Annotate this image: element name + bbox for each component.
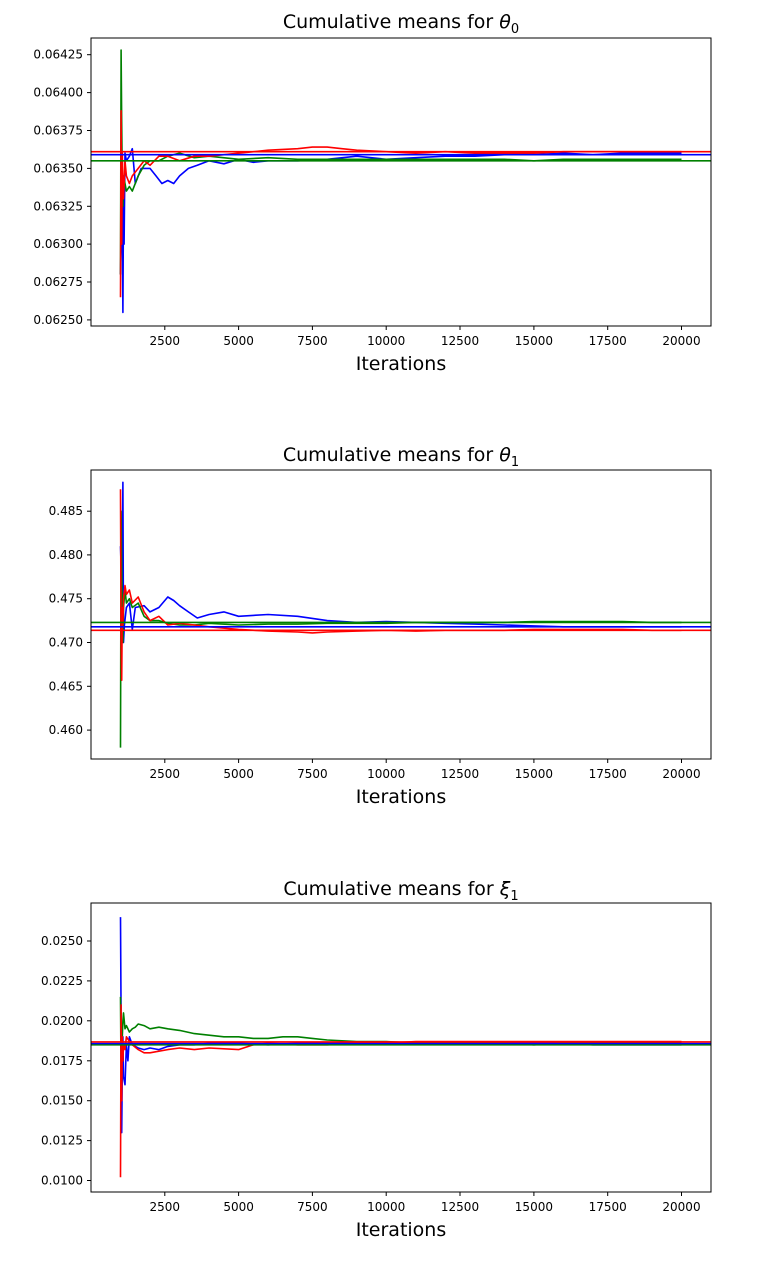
x-tick-label: 2500: [150, 1200, 181, 1214]
y-tick-label: 0.06250: [33, 313, 83, 327]
x-tick-label: 5000: [223, 334, 254, 348]
x-axis-label: Iterations: [356, 353, 447, 375]
x-tick-label: 10000: [367, 334, 405, 348]
x-axis-label: Iterations: [356, 786, 447, 808]
plot-area: [90, 902, 712, 1193]
x-tick-label: 15000: [515, 334, 553, 348]
y-tick-label: 0.06300: [33, 237, 83, 251]
series-line: [119, 481, 682, 644]
y-tick-label: 0.06375: [33, 124, 83, 138]
x-tick-label: 15000: [515, 1200, 553, 1214]
x-tick-label: 5000: [223, 767, 254, 781]
x-tick-label: 17500: [589, 334, 627, 348]
y-tick-label: 0.06275: [33, 275, 83, 289]
x-tick-label: 7500: [297, 1200, 328, 1214]
axis-layer: 2500 5000 7500 10000 12500 15000 17500 20000 0.0…: [33, 48, 700, 348]
series-line: [119, 489, 682, 682]
y-tick-label: 0.0125: [41, 1134, 83, 1148]
panel-theta0: Cumulative means for θ0 2500 5000 7500 1000…: [33, 11, 712, 375]
x-tick-label: 2500: [150, 334, 181, 348]
series-line: [119, 1004, 682, 1178]
y-tick-label: 0.06425: [33, 48, 83, 62]
series-line: [119, 917, 682, 1134]
x-tick-label: 20000: [662, 334, 700, 348]
y-tick-label: 0.0200: [41, 1014, 83, 1028]
y-tick-label: 0.0100: [41, 1174, 83, 1188]
plot-area: [90, 469, 712, 760]
axis-layer: 2500 5000 7500 10000 12500 15000 17500 20000 0.4…: [49, 504, 701, 781]
y-tick-label: 0.06350: [33, 161, 83, 175]
series-line: [119, 147, 682, 314]
x-tick-label: 17500: [589, 767, 627, 781]
x-tick-label: 7500: [297, 767, 328, 781]
chart-title: Cumulative means for θ1: [283, 444, 519, 470]
y-tick-label: 0.0150: [41, 1094, 83, 1108]
x-tick-label: 12500: [441, 767, 479, 781]
series-layer: [91, 49, 711, 314]
series-layer: [91, 481, 711, 748]
series-layer: [91, 917, 711, 1178]
y-tick-label: 0.475: [49, 592, 83, 606]
x-tick-label: 12500: [441, 334, 479, 348]
x-tick-label: 15000: [515, 767, 553, 781]
x-tick-label: 10000: [367, 1200, 405, 1214]
chart-title: Cumulative means for θ0: [283, 11, 519, 37]
x-tick-label: 7500: [297, 334, 328, 348]
axis-layer: 2500 5000 7500 10000 12500 15000 17500 20000 0.0…: [41, 934, 701, 1214]
series-line: [119, 110, 682, 298]
x-axis-label: Iterations: [356, 1219, 447, 1241]
y-tick-label: 0.0225: [41, 974, 83, 988]
y-tick-label: 0.06325: [33, 199, 83, 213]
x-tick-label: 10000: [367, 767, 405, 781]
panel-theta1: Cumulative means for θ1 2500 5000 7500 1000…: [49, 444, 712, 808]
y-tick-label: 0.465: [49, 679, 83, 693]
y-tick-label: 0.06400: [33, 86, 83, 100]
y-tick-label: 0.485: [49, 504, 83, 518]
chart-title: Cumulative means for ξ1: [283, 878, 518, 904]
y-tick-label: 0.0175: [41, 1054, 83, 1068]
x-tick-label: 20000: [662, 1200, 700, 1214]
y-tick-label: 0.460: [49, 723, 83, 737]
y-tick-label: 0.0250: [41, 934, 83, 948]
x-tick-label: 2500: [150, 767, 181, 781]
plot-area: [90, 37, 712, 327]
x-tick-label: 20000: [662, 767, 700, 781]
x-tick-label: 5000: [223, 1200, 254, 1214]
y-tick-label: 0.470: [49, 636, 83, 650]
panel-xi1: Cumulative means for ξ1 2500 5000 7500 1000…: [41, 878, 712, 1241]
x-tick-label: 12500: [441, 1200, 479, 1214]
y-tick-label: 0.480: [49, 548, 83, 562]
x-tick-label: 17500: [589, 1200, 627, 1214]
